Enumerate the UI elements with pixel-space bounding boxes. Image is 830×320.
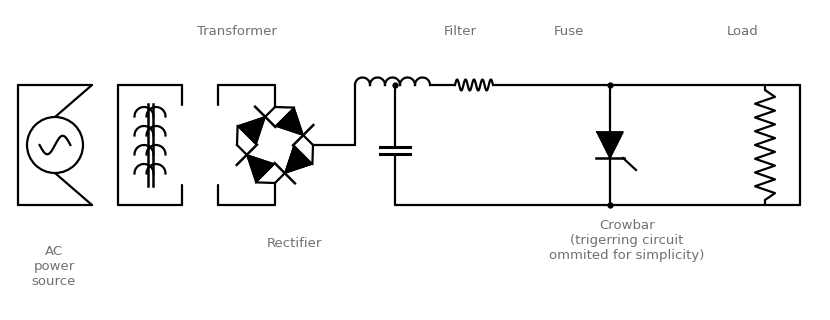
Text: AC
power
source: AC power source	[32, 245, 76, 288]
Polygon shape	[276, 108, 303, 135]
Text: Load: Load	[727, 25, 759, 38]
Text: Rectifier: Rectifier	[267, 236, 322, 250]
Polygon shape	[247, 155, 275, 182]
Polygon shape	[285, 146, 312, 173]
Text: Fuse: Fuse	[554, 25, 583, 38]
Text: Transformer: Transformer	[197, 25, 276, 38]
Polygon shape	[237, 117, 266, 144]
Text: Crowbar
(trigerring circuit
ommited for simplicity): Crowbar (trigerring circuit ommited for …	[549, 220, 705, 262]
Text: Filter: Filter	[444, 25, 477, 38]
Polygon shape	[597, 132, 623, 158]
